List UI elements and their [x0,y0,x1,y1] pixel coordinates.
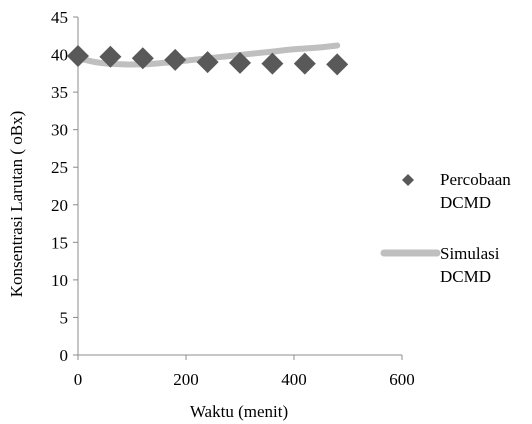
legend-label-percobaan-line1: Percobaan [440,170,511,189]
y-tick-label: 5 [60,308,69,327]
y-tick-label: 40 [51,46,68,65]
data-point-percobaan [229,51,251,74]
y-tick-label: 15 [51,233,68,252]
data-point-percobaan [196,51,219,74]
legend-marker-diamond-icon [402,174,414,186]
legend-label-simulasi-line1: Simulasi [440,244,500,263]
y-axis-title: Konsentrasi Larutan ( oBx) [7,111,26,297]
y-tick-label: 10 [51,271,68,290]
data-point-percobaan [131,47,154,70]
data-point-percobaan [261,52,284,75]
y-tick-label: 25 [51,158,68,177]
x-ticks: 0 200 400 600 [74,355,415,389]
y-tick-label: 45 [51,8,68,27]
legend-label-simulasi-line2: DCMD [440,267,491,286]
axes [77,17,402,356]
y-tick-label: 30 [51,121,68,140]
legend-item-percobaan: Percobaan DCMD [402,170,511,212]
data-point-percobaan [99,45,122,68]
legend-item-simulasi: Simulasi DCMD [380,244,500,286]
data-point-percobaan [326,53,349,76]
y-tick-label: 0 [60,346,69,365]
data-point-percobaan [67,45,89,68]
y-tick-label: 35 [51,83,68,102]
data-point-percobaan [293,52,316,75]
x-tick-label: 200 [173,370,199,389]
series-layer [67,42,349,76]
x-axis-title: Waktu (menit) [190,402,288,421]
legend: Percobaan DCMD Simulasi DCMD [380,170,511,286]
data-point-percobaan [164,48,187,71]
y-tick-label: 20 [51,196,68,215]
x-tick-label: 0 [74,370,83,389]
x-tick-label: 600 [389,370,415,389]
x-tick-label: 400 [281,370,307,389]
legend-label-percobaan-line2: DCMD [440,193,491,212]
y-ticks: 0 5 10 15 20 25 30 35 40 45 [51,8,78,365]
